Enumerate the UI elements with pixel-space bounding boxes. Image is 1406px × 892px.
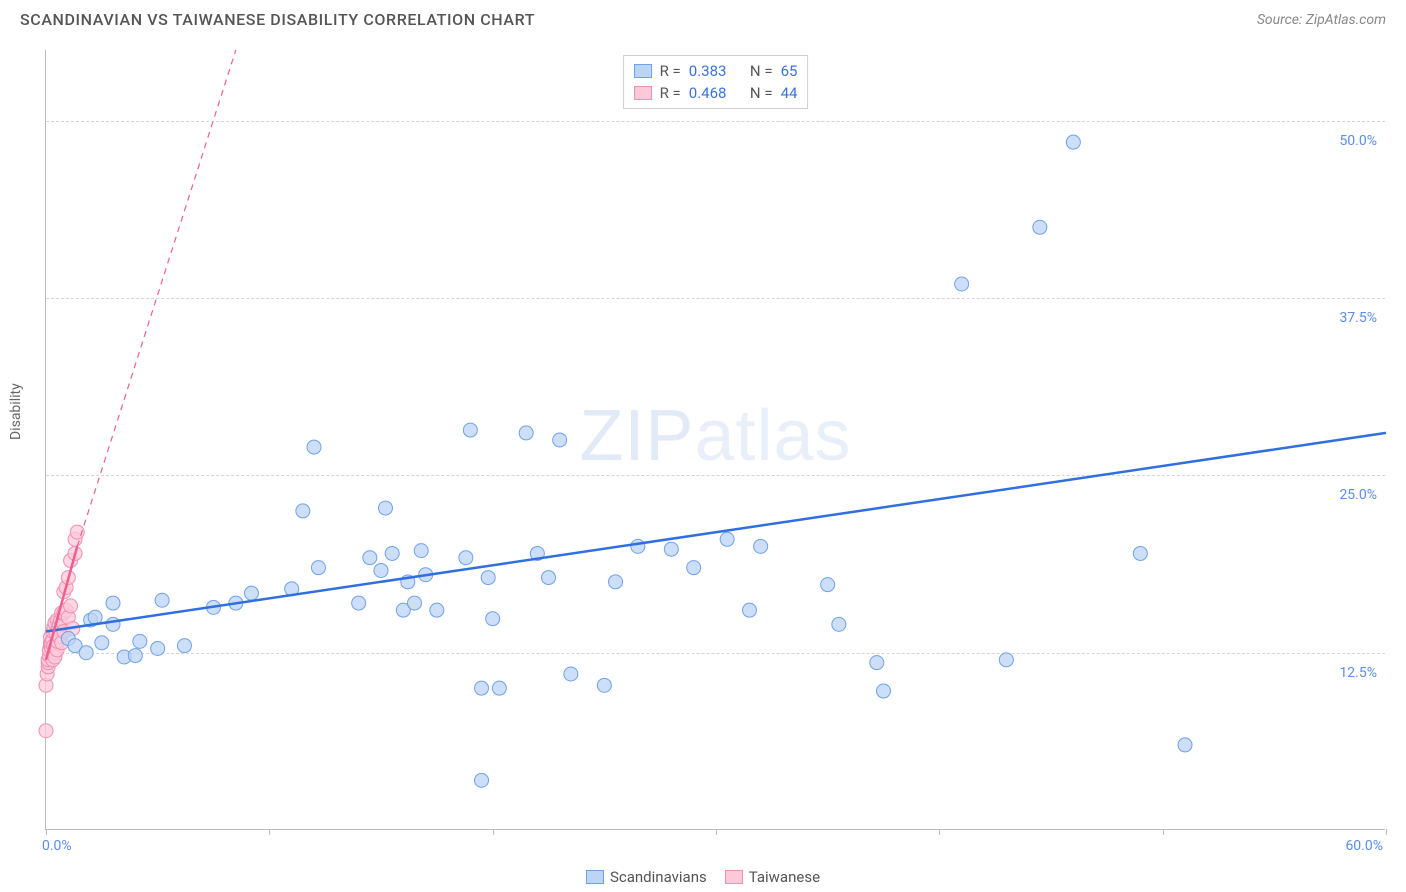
x-tick-mark	[1386, 829, 1387, 835]
data-point-scand	[486, 612, 500, 626]
swatch-scandinavians	[634, 64, 652, 78]
data-point-scand	[609, 575, 623, 589]
data-point-scand	[363, 551, 377, 565]
data-point-scand	[687, 561, 701, 575]
data-point-scand	[519, 426, 533, 440]
x-tick-mark	[46, 829, 47, 835]
data-point-scand	[244, 586, 258, 600]
data-point-scand	[385, 546, 399, 560]
data-point-taiw	[64, 599, 78, 613]
data-point-scand	[88, 610, 102, 624]
r-value-scand: 0.383	[689, 60, 727, 82]
series-legend: Scandinavians Taiwanese	[586, 868, 820, 886]
plot-area: ZIPatlas 12.5%25.0%37.5%50.0% R = 0.383 …	[45, 50, 1385, 830]
data-point-scand	[564, 667, 578, 681]
data-point-scand	[743, 603, 757, 617]
data-point-scand	[1033, 220, 1047, 234]
legend-row-taiwanese: R = 0.468 N = 44	[634, 82, 798, 104]
swatch-taiwanese-icon	[725, 870, 743, 884]
x-tick-mark	[269, 829, 270, 835]
chart-title: SCANDINAVIAN VS TAIWANESE DISABILITY COR…	[20, 10, 535, 29]
data-point-scand	[463, 423, 477, 437]
scatter-svg	[46, 50, 1385, 829]
r-label: R =	[660, 60, 681, 82]
swatch-taiwanese	[634, 86, 652, 100]
data-point-scand	[177, 639, 191, 653]
x-tick-mark	[716, 829, 717, 835]
legend-item-scandinavians: Scandinavians	[586, 868, 707, 886]
data-point-scand	[720, 532, 734, 546]
data-point-scand	[999, 653, 1013, 667]
correlation-legend: R = 0.383 N = 65 R = 0.468 N = 44	[623, 55, 809, 109]
data-point-scand	[553, 433, 567, 447]
x-tick-max: 60.0%	[1345, 838, 1383, 854]
swatch-scandinavians-icon	[586, 870, 604, 884]
data-point-scand	[821, 578, 835, 592]
y-axis-label: Disability	[8, 383, 24, 440]
data-point-scand	[877, 684, 891, 698]
x-tick-mark	[939, 829, 940, 835]
data-point-scand	[832, 617, 846, 631]
data-point-scand	[1178, 738, 1192, 752]
legend-item-taiwanese: Taiwanese	[725, 868, 820, 886]
data-point-scand	[475, 773, 489, 787]
x-tick-mark	[1163, 829, 1164, 835]
r-value-taiw: 0.468	[689, 82, 727, 104]
data-point-scand	[492, 681, 506, 695]
legend-label-taiw: Taiwanese	[749, 868, 820, 886]
data-point-scand	[79, 646, 93, 660]
data-point-scand	[95, 636, 109, 650]
data-point-scand	[754, 539, 768, 553]
data-point-scand	[414, 544, 428, 558]
data-point-scand	[106, 617, 120, 631]
data-point-scand	[664, 542, 678, 556]
data-point-scand	[1066, 135, 1080, 149]
data-point-scand	[870, 656, 884, 670]
data-point-scand	[374, 563, 388, 577]
r-label: R =	[660, 82, 681, 104]
data-point-scand	[378, 501, 392, 515]
data-point-scand	[151, 641, 165, 655]
legend-label-scand: Scandinavians	[610, 868, 707, 886]
data-point-scand	[128, 649, 142, 663]
n-label: N =	[750, 60, 773, 82]
data-point-scand	[296, 504, 310, 518]
n-value-scand: 65	[781, 60, 798, 82]
data-point-scand	[955, 277, 969, 291]
data-point-scand	[307, 440, 321, 454]
data-point-scand	[459, 551, 473, 565]
data-point-scand	[1133, 546, 1147, 560]
chart-header: SCANDINAVIAN VS TAIWANESE DISABILITY COR…	[0, 0, 1406, 35]
data-point-scand	[430, 603, 444, 617]
data-point-scand	[631, 539, 645, 553]
data-point-scand	[155, 593, 169, 607]
data-point-scand	[475, 681, 489, 695]
data-point-scand	[352, 596, 366, 610]
n-value-taiw: 44	[781, 82, 798, 104]
chart-source: Source: ZipAtlas.com	[1257, 12, 1386, 28]
data-point-scand	[311, 561, 325, 575]
legend-row-scandinavians: R = 0.383 N = 65	[634, 60, 798, 82]
n-label: N =	[750, 82, 773, 104]
data-point-scand	[481, 571, 495, 585]
data-point-scand	[542, 571, 556, 585]
data-point-scand	[408, 596, 422, 610]
x-tick-mark	[493, 829, 494, 835]
data-point-taiw	[39, 724, 53, 738]
data-point-scand	[597, 678, 611, 692]
x-tick-min: 0.0%	[42, 838, 72, 854]
data-point-scand	[133, 634, 147, 648]
data-point-scand	[106, 596, 120, 610]
